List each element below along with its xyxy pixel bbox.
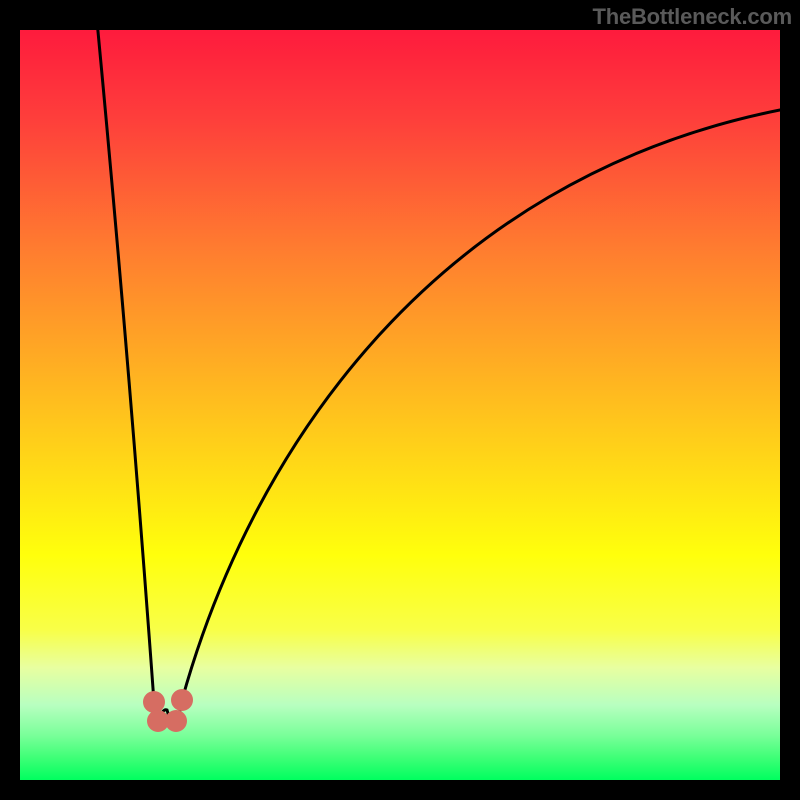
notch-marker-2 [165,710,187,732]
notch-marker-3 [171,689,193,711]
watermark-text: TheBottleneck.com [592,4,792,30]
notch-marker-0 [143,691,165,713]
bottleneck-chart [0,0,800,800]
